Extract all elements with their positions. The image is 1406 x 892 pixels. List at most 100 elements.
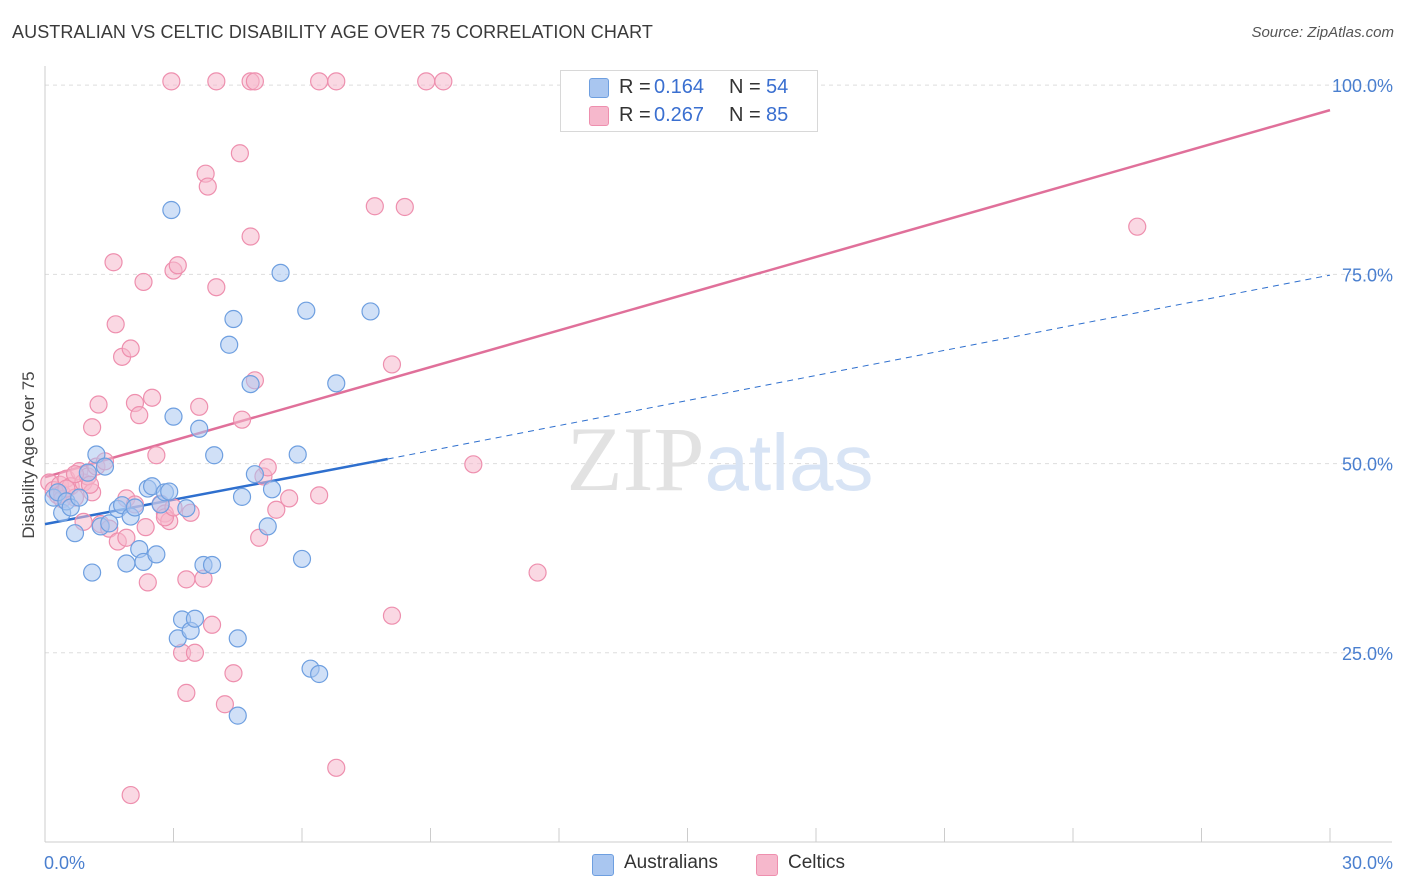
y-tick-label: 25.0% (1342, 644, 1393, 664)
watermark: ZIPatlas (567, 408, 874, 510)
australians-point (288, 445, 307, 464)
celtics-point (142, 388, 162, 407)
celtics-point (267, 500, 286, 519)
australians-point (228, 706, 247, 725)
celtics-point (245, 72, 264, 91)
celtics-points (40, 72, 1147, 805)
celtics-point (136, 518, 155, 537)
australians-point (205, 446, 224, 465)
n-value: 54 (766, 76, 789, 98)
australians-point (65, 524, 85, 543)
gridlines (45, 84, 1390, 654)
x-tick-label: 30.0% (1342, 853, 1393, 873)
celtics-point (417, 72, 436, 91)
australians-point (117, 554, 136, 573)
australians-swatch (589, 78, 609, 98)
celtics-point (310, 486, 329, 505)
celtics-point (185, 643, 205, 662)
australians-point (297, 301, 316, 320)
australians-point (258, 517, 277, 536)
celtics-point (232, 410, 252, 429)
australians-swatch (592, 854, 614, 876)
celtics-point (224, 664, 243, 683)
celtics-label: Celtics (788, 852, 846, 873)
australians-point (160, 482, 179, 501)
australians-point (241, 374, 260, 394)
celtics-swatch (589, 106, 609, 126)
australians-trend-line (44, 457, 388, 526)
australians-point (224, 309, 243, 329)
x-tick-label: 0.0% (44, 853, 85, 873)
celtics-point (365, 197, 384, 216)
australians-point (271, 263, 290, 282)
australians-point (147, 545, 166, 564)
celtics-point (464, 455, 483, 474)
australians-point (228, 629, 247, 648)
celtics-point (280, 489, 299, 508)
celtics-point (207, 72, 226, 91)
y-tick-label: 50.0% (1342, 455, 1393, 475)
australians-point (185, 609, 205, 628)
celtics-point (202, 615, 222, 634)
correlation-legend: R = 0.164 N = 54 R = 0.267 N = 85 (560, 70, 818, 132)
australians-point (220, 335, 239, 354)
australians-point (100, 514, 119, 533)
australians-point (190, 419, 209, 438)
r-label: R = (619, 104, 651, 126)
australians-point (292, 549, 312, 569)
celtics-point (104, 253, 123, 272)
y-axis-label: Disability Age Over 75 (19, 371, 38, 538)
celtics-trend-line (44, 108, 1331, 479)
celtics-point (138, 573, 157, 592)
australians-point (245, 465, 264, 484)
legend-row-celtics: R = 0.267 N = 85 (561, 101, 817, 129)
celtics-point (382, 606, 402, 625)
australians-point (232, 487, 252, 506)
australians-point (177, 499, 196, 518)
chart-title: AUSTRALIAN VS CELTIC DISABILITY AGE OVER… (12, 22, 653, 42)
celtics-point (434, 72, 453, 91)
celtics-point (207, 278, 226, 297)
australians-label: Australians (624, 852, 718, 873)
celtics-point (382, 355, 402, 374)
axes (44, 66, 1392, 843)
celtics-point (230, 144, 249, 163)
celtics-point (528, 563, 547, 582)
australians-points (44, 200, 380, 725)
australians-point (95, 457, 115, 476)
australians-point (262, 480, 282, 499)
r-value: 0.267 (654, 104, 705, 126)
celtics-point (1128, 217, 1147, 236)
celtics-point (121, 785, 140, 805)
celtics-point (241, 227, 260, 246)
celtics-point (395, 197, 414, 217)
celtics-point (327, 758, 346, 777)
source-label: Source: ZipAtlas.com (1251, 24, 1394, 41)
trend-lines (44, 108, 1331, 526)
australians-point (361, 302, 380, 321)
celtics-point (117, 528, 136, 547)
australians-point (125, 498, 145, 517)
celtics-swatch (756, 854, 778, 876)
watermark-zip: ZIP (567, 408, 705, 510)
celtics-point (177, 683, 196, 702)
celtics-point (89, 395, 108, 414)
celtics-point (147, 446, 166, 465)
australians-point (78, 463, 97, 482)
australians-point (202, 555, 222, 575)
celtics-point (134, 272, 153, 292)
australians-point (162, 200, 181, 220)
australians-point (164, 407, 183, 426)
celtics-point (162, 72, 181, 91)
tick-labels: 25.0% 50.0% 75.0% 100.0% 0.0% 30.0% (44, 76, 1393, 873)
celtics-point (327, 72, 346, 91)
australians-point (70, 488, 89, 507)
n-label: N = (729, 76, 761, 98)
y-tick-label: 75.0% (1342, 265, 1393, 285)
celtics-point (106, 315, 125, 334)
legend-row-australians: R = 0.164 N = 54 (561, 73, 817, 101)
celtics-point (310, 72, 329, 91)
n-value: 85 (766, 104, 789, 126)
celtics-point (190, 397, 209, 416)
